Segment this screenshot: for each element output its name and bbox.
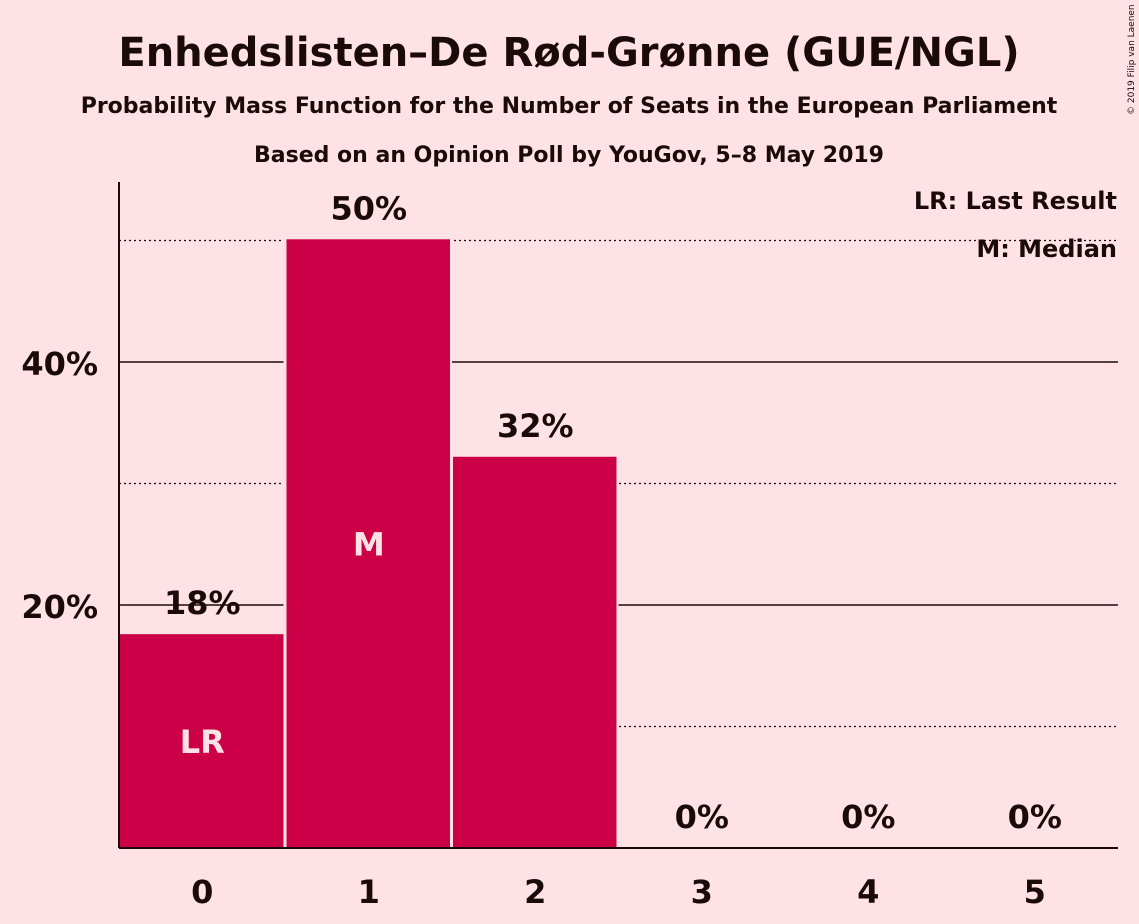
bar — [286, 239, 450, 848]
bar-value-label: 18% — [164, 584, 241, 622]
legend: LR: Last Result M: Median — [914, 187, 1117, 263]
bars: 18% LR 50% M 32% 0% 0% 0% — [117, 189, 1062, 848]
chart-subtitle: Probability Mass Function for the Number… — [81, 94, 1058, 119]
bar-marker-label: LR — [180, 723, 225, 761]
x-tick-label: 0 — [191, 873, 213, 911]
legend-last-result: LR: Last Result — [914, 187, 1117, 215]
bar-value-label: 32% — [497, 407, 574, 445]
x-tick-label: 1 — [358, 873, 380, 911]
y-tick-label: 20% — [21, 588, 98, 626]
axes: 20% 40% 0 1 2 3 4 5 — [21, 182, 1118, 911]
bar — [120, 634, 284, 848]
bar — [453, 456, 617, 848]
y-tick-label: 40% — [21, 345, 98, 383]
x-tick-label: 5 — [1024, 873, 1046, 911]
chart-subtitle-poll: Based on an Opinion Poll by YouGov, 5–8 … — [254, 143, 884, 168]
x-tick-label: 3 — [691, 873, 713, 911]
x-tick-label: 4 — [857, 873, 879, 911]
bar-value-label: 0% — [1008, 798, 1062, 836]
x-tick-label: 2 — [524, 873, 546, 911]
bar-marker-label: M — [353, 526, 385, 564]
bar-value-label: 0% — [841, 798, 895, 836]
bar-value-label: 50% — [330, 189, 407, 227]
chart-title: Enhedslisten–De Rød-Grønne (GUE/NGL) — [118, 30, 1019, 76]
legend-median: M: Median — [976, 235, 1117, 263]
copyright-notice: © 2019 Filip van Laenen — [1127, 4, 1137, 115]
bar-value-label: 0% — [675, 798, 729, 836]
